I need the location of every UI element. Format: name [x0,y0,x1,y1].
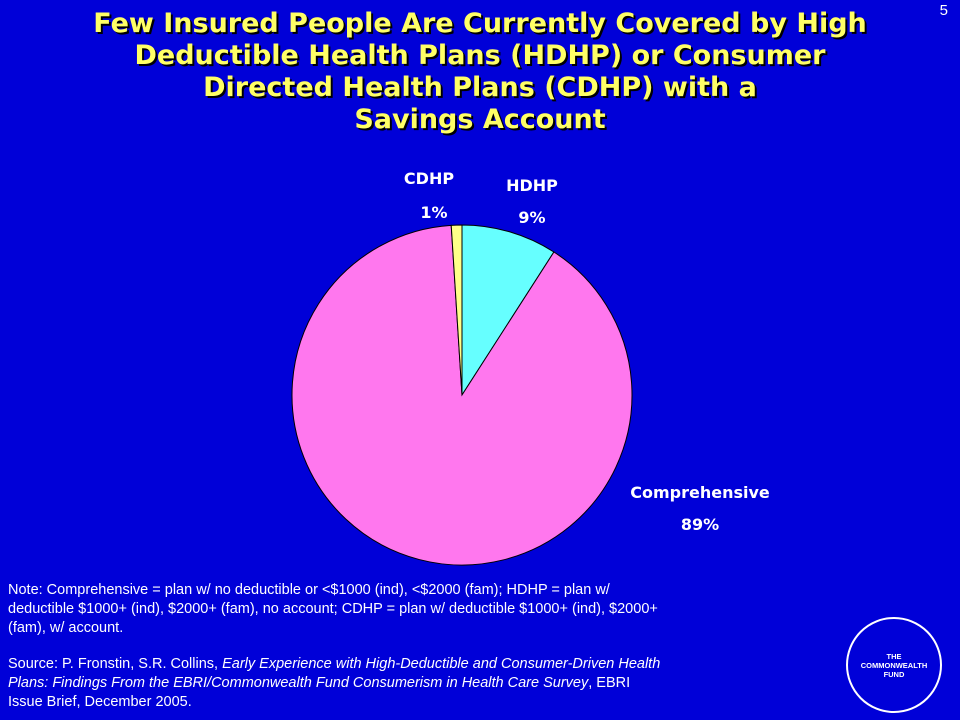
source-prefix: Source: P. Fronstin, S.R. Collins, [8,656,223,672]
title-line: Few Insured People Are Currently Covered… [93,8,867,39]
logo-line: COMMONWEALTH [860,660,928,670]
chart-source: Source: P. Fronstin, S.R. Collins, Early… [8,655,858,712]
note-line: deductible $1000+ (ind), $2000+ (fam), n… [8,601,658,617]
note-line: Note: Comprehensive = plan w/ no deducti… [8,582,610,598]
pie-slice-comprehensive [291,224,633,566]
source-line: Issue Brief, December 2005. [8,694,192,710]
title-line: Directed Health Plans (CDHP) with a [203,72,757,103]
source-title: Early Experience with High-Deductible an… [222,656,661,672]
pie-slice-cdhp [450,224,463,396]
source-title: Plans: Findings From the EBRI/Commonweal… [8,675,589,691]
source-suffix: , EBRI [588,675,631,691]
title-line: Savings Account [354,104,606,135]
logo-line: THE [886,651,902,661]
pie-slice-hdhp [461,224,555,397]
slide-number: 5 [939,2,948,19]
pie-value-label-cdhp: 1% [420,203,447,222]
source-line: Plans: Findings From the EBRI/Commonweal… [8,674,858,693]
logo-line: FUND [883,669,905,679]
pie-label-cdhp: CDHP [404,169,454,188]
pie-value-label-hdhp: 9% [518,208,545,227]
chart-title: Few Insured People Are Currently Covered… [30,8,930,136]
title-line: Deductible Health Plans (HDHP) or Consum… [134,40,826,71]
note-line: (fam), w/ account. [8,620,124,636]
source-line: Source: P. Fronstin, S.R. Collins, Early… [8,655,858,674]
pie-label-comprehensive: Comprehensive [630,483,770,502]
chart-note: Note: Comprehensive = plan w/ no deducti… [8,581,858,638]
commonwealth-fund-logo: THE COMMONWEALTH FUND [846,617,942,713]
pie-label-hdhp: HDHP [506,176,558,195]
pie-value-label-comprehensive: 89% [681,515,719,534]
